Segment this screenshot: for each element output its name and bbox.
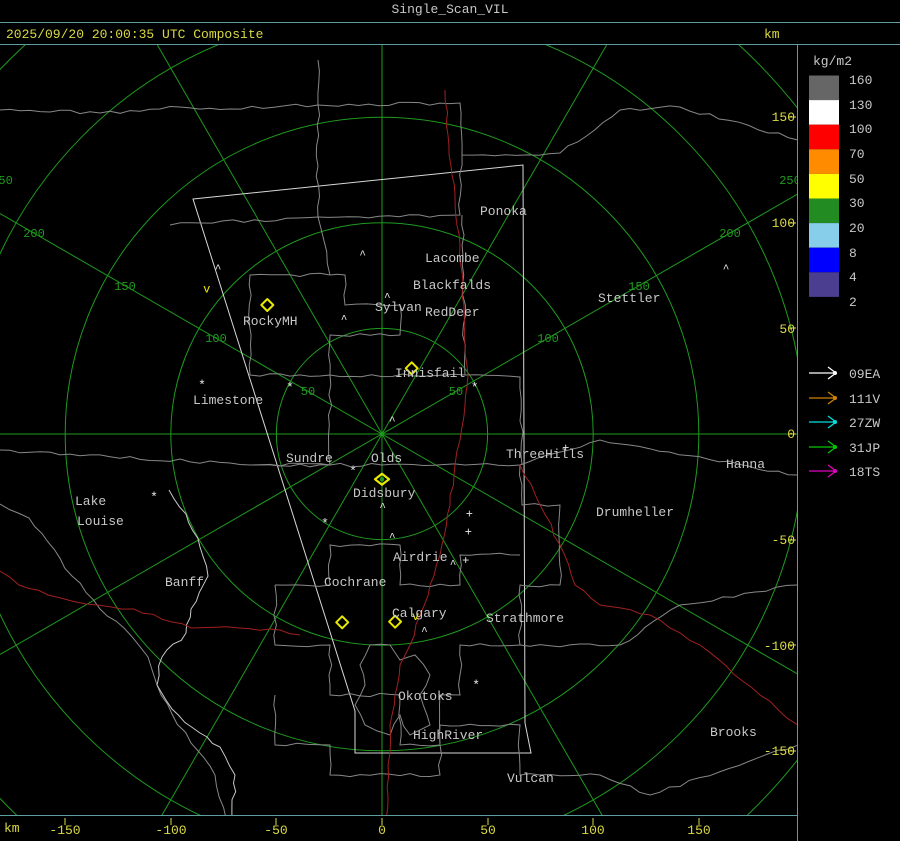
- svg-text:30: 30: [849, 196, 865, 211]
- svg-text:50: 50: [849, 172, 865, 187]
- svg-text:18TS: 18TS: [849, 465, 880, 480]
- svg-text:31JP: 31JP: [849, 441, 880, 456]
- svg-text:2: 2: [849, 295, 857, 310]
- svg-text:160: 160: [849, 73, 872, 88]
- svg-text:4: 4: [849, 270, 857, 285]
- svg-text:8: 8: [849, 246, 857, 261]
- svg-text:130: 130: [849, 98, 872, 113]
- svg-text:-100: -100: [764, 639, 795, 654]
- svg-text:100: 100: [849, 122, 872, 137]
- svg-text:20: 20: [849, 221, 865, 236]
- svg-text:50: 50: [779, 322, 795, 337]
- svg-text:09EA: 09EA: [849, 367, 880, 382]
- svg-text:27ZW: 27ZW: [849, 416, 880, 431]
- svg-text:111V: 111V: [849, 392, 880, 407]
- svg-text:70: 70: [849, 147, 865, 162]
